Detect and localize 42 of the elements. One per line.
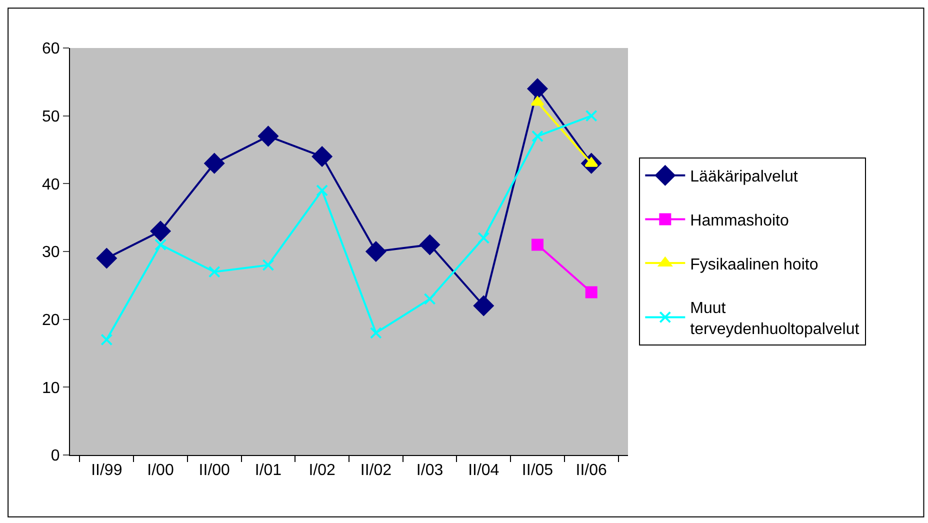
x-tick-label: I/00 xyxy=(147,462,174,480)
point xyxy=(366,241,386,262)
point xyxy=(100,334,113,346)
y-tick-label: 20 xyxy=(42,312,60,329)
x-tick-label: II/05 xyxy=(522,462,554,480)
point xyxy=(531,238,544,251)
point xyxy=(474,296,494,316)
x-tick-label: II/02 xyxy=(360,462,392,480)
point xyxy=(204,153,224,174)
point xyxy=(150,221,171,242)
legend-label: Hammashoito xyxy=(690,212,789,230)
y-tick-label: 0 xyxy=(50,448,60,465)
legend-label: Muut terveydenhuoltopalvelut xyxy=(690,300,860,338)
point xyxy=(258,126,278,146)
point xyxy=(527,78,548,99)
point xyxy=(585,110,598,122)
point xyxy=(96,248,117,268)
legend-label: Fysikaalinen hoito xyxy=(690,256,818,274)
y-tick-label: 30 xyxy=(42,244,60,262)
point xyxy=(585,286,598,298)
point xyxy=(424,292,436,305)
point xyxy=(370,326,382,339)
y-tick-label: 50 xyxy=(42,108,60,126)
point xyxy=(208,266,220,278)
x-tick-label: II/99 xyxy=(91,462,122,480)
y-tick-label: 40 xyxy=(42,176,60,194)
point xyxy=(312,146,332,167)
point xyxy=(531,130,544,142)
point xyxy=(420,234,440,255)
point xyxy=(478,232,490,244)
point xyxy=(316,184,328,196)
x-tick-label: II/04 xyxy=(468,462,500,480)
legend-label: Lääkäripalvelut xyxy=(690,168,798,186)
x-tick-label: I/03 xyxy=(416,462,444,480)
x-tick-label: I/01 xyxy=(254,462,282,480)
point xyxy=(154,238,167,251)
x-tick-label: II/00 xyxy=(198,462,230,480)
x-tick-label: II/06 xyxy=(576,462,608,480)
x-tick-label: I/02 xyxy=(308,462,336,480)
y-tick-label: 60 xyxy=(42,40,60,58)
y-tick-label: 10 xyxy=(42,380,60,397)
point xyxy=(262,259,274,272)
